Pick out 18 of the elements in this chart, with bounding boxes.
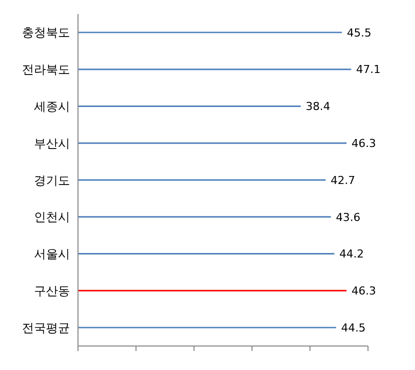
data-label: 44.2 — [339, 248, 364, 261]
y-tick-label: 구산동 — [34, 284, 70, 298]
data-label: 43.6 — [336, 210, 360, 224]
data-label: 46.3 — [352, 284, 376, 298]
y-tick-label: 부산시 — [34, 136, 70, 150]
data-label: 47.1 — [356, 63, 381, 76]
data-label: 38.4 — [306, 100, 330, 114]
data-label: 45.5 — [346, 26, 372, 40]
y-tick-label: 경기도 — [34, 173, 70, 188]
y-tick-label: 충청북도 — [22, 26, 70, 40]
y-tick-label: 세종시 — [34, 99, 70, 114]
data-label: 42.7 — [330, 174, 356, 187]
data-label: 46.3 — [352, 137, 376, 150]
y-tick-label: 전국평균 — [22, 320, 70, 335]
y-tick-label: 전라북도 — [22, 62, 70, 77]
y-tick-label: 서울시 — [34, 247, 70, 262]
y-tick-label: 인천시 — [34, 210, 70, 224]
data-label: 44.5 — [341, 321, 366, 334]
